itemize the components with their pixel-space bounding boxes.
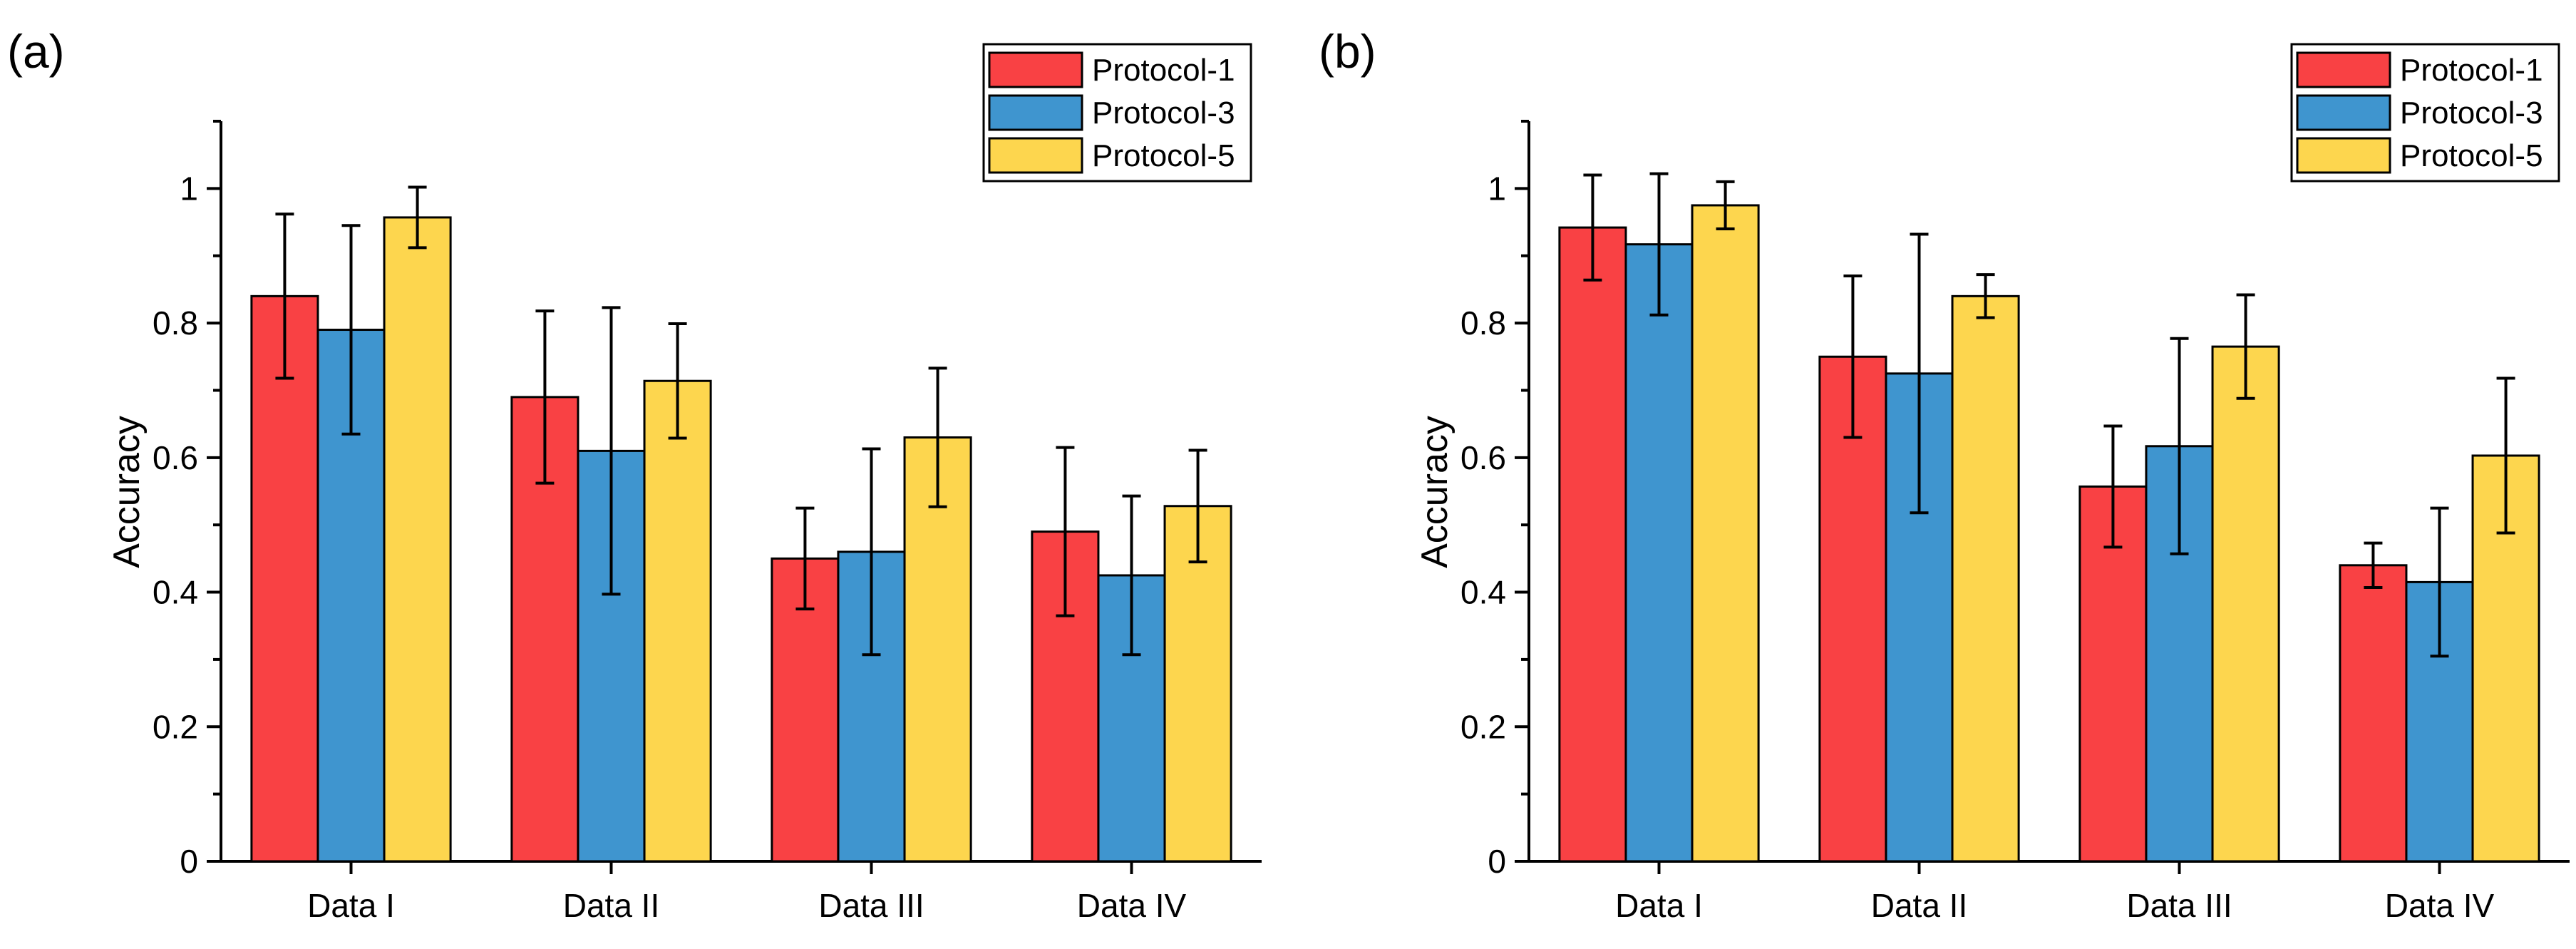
bar: [1558, 226, 1627, 863]
legend-swatch: [2296, 137, 2391, 174]
legend-swatch: [2296, 94, 2391, 131]
x-tick-label: Data IV: [1077, 887, 1187, 924]
y-tick-label: 0: [1488, 843, 1506, 880]
bar: [2211, 345, 2280, 863]
bar: [1951, 294, 2020, 863]
legend-label: Protocol-1: [2400, 53, 2543, 88]
y-tick-label: 0.4: [153, 574, 198, 611]
y-tick-label: 0.2: [153, 708, 198, 745]
bar: [2339, 564, 2408, 863]
bar: [383, 216, 452, 863]
y-tick-label: 0.8: [153, 304, 198, 342]
x-tick-label: Data II: [1871, 887, 1968, 924]
bar: [1624, 243, 1694, 863]
chart-panel-b: (b) Accuracy 0 0.2 0.4 0.6 0.8 1 Data I Data II…: [1319, 25, 2570, 924]
bar: [1691, 204, 1760, 863]
y-tick-label: 0.8: [1460, 304, 1506, 342]
y-tick-label: 0: [180, 843, 198, 880]
bar: [643, 379, 712, 863]
panel-label-b: (b): [1319, 25, 1376, 78]
x-tick-label: Data I: [307, 887, 395, 924]
x-tick-label: Data IV: [2385, 887, 2495, 924]
y-tick-label: 0.2: [1460, 708, 1506, 745]
y-tick-label: 0.6: [1460, 439, 1506, 476]
legend-swatch: [2296, 51, 2391, 88]
chart-panel-a: (a) Accuracy 0 0.2 0.4 0.6 0.8 1 Data I Data II…: [7, 25, 1262, 924]
x-tick-label: Data III: [818, 887, 924, 924]
legend-swatch: [988, 51, 1083, 88]
y-tick-label: 1: [180, 170, 198, 207]
bar: [250, 294, 319, 863]
y-axis-title-b: Accuracy: [1414, 416, 1456, 568]
panel-label-a: (a): [7, 25, 65, 78]
x-tick-label: Data II: [563, 887, 660, 924]
legend-label: Protocol-5: [1092, 138, 1235, 173]
x-tick-label: Data III: [2126, 887, 2232, 924]
y-tick-label: 0.4: [1460, 574, 1506, 611]
y-axis-title-a: Accuracy: [106, 416, 148, 568]
legend-swatch: [988, 137, 1083, 174]
legend-label: Protocol-3: [2400, 96, 2543, 130]
x-tick-label: Data I: [1615, 887, 1703, 924]
y-tick-label: 1: [1488, 170, 1506, 207]
legend-label: Protocol-5: [2400, 138, 2543, 173]
legend-label: Protocol-1: [1092, 53, 1235, 88]
y-tick-label: 0.6: [153, 439, 198, 476]
legend-swatch: [988, 94, 1083, 131]
legend-label: Protocol-3: [1092, 96, 1235, 130]
bar: [1163, 505, 1232, 863]
bar: [1818, 355, 1887, 863]
